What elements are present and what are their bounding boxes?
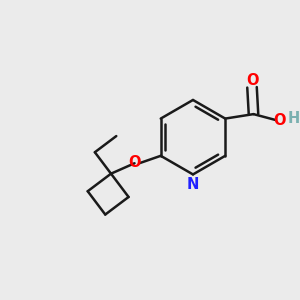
Text: H: H bbox=[288, 111, 300, 126]
Text: O: O bbox=[128, 155, 141, 170]
Text: O: O bbox=[246, 73, 258, 88]
Text: N: N bbox=[187, 177, 199, 192]
Text: O: O bbox=[273, 112, 286, 128]
